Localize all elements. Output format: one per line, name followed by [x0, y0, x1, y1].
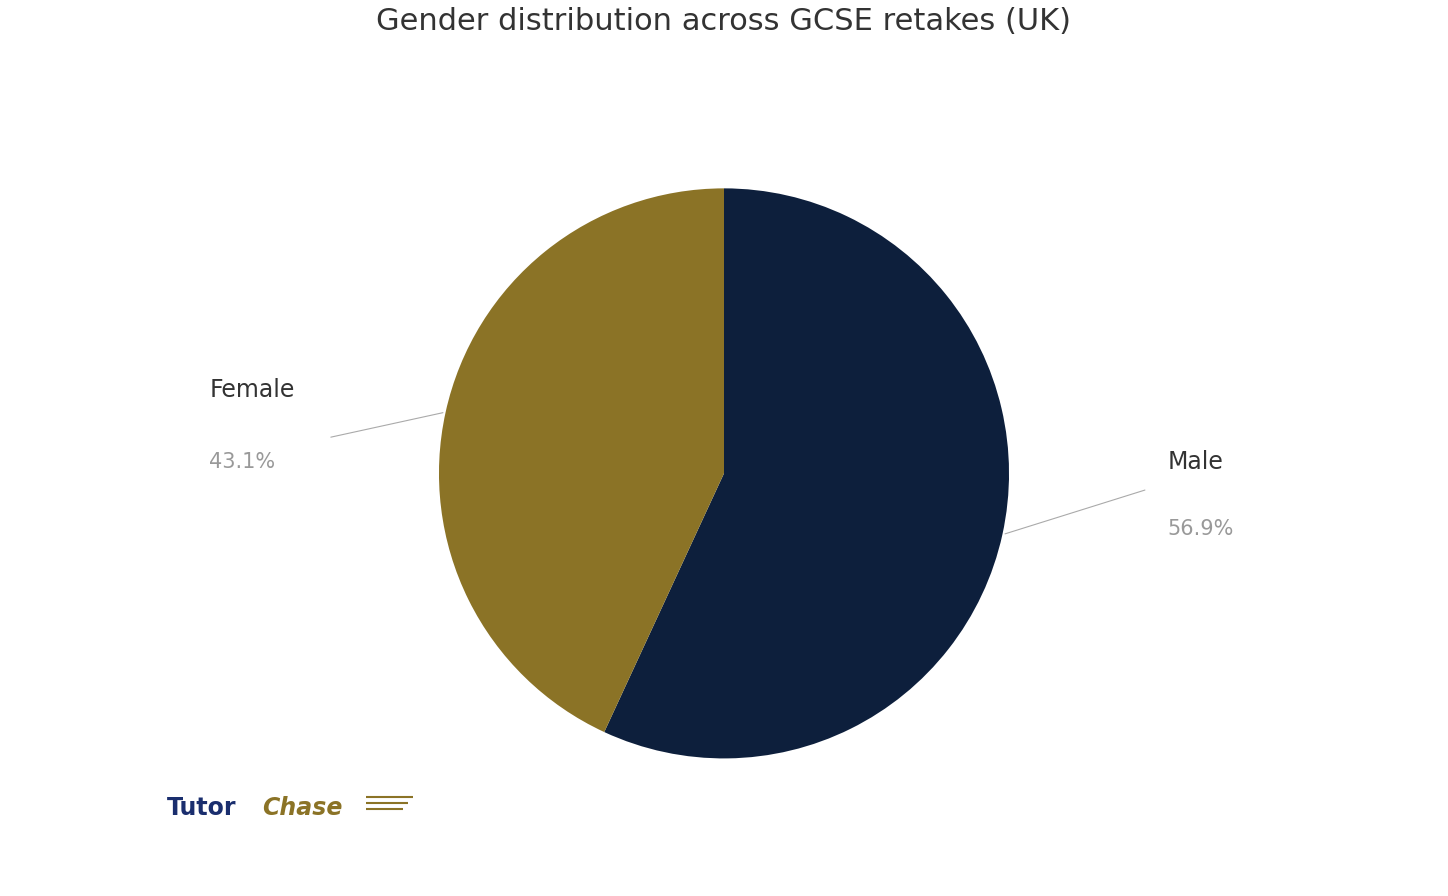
Wedge shape [439, 188, 724, 732]
Text: 56.9%: 56.9% [1167, 519, 1234, 538]
Text: Male: Male [1167, 450, 1224, 473]
Text: 43.1%: 43.1% [210, 452, 275, 471]
Text: Tutor: Tutor [167, 796, 236, 820]
Text: Chase: Chase [262, 796, 343, 820]
Wedge shape [604, 188, 1009, 758]
Title: Gender distribution across GCSE retakes (UK): Gender distribution across GCSE retakes … [376, 7, 1072, 36]
Text: Female: Female [210, 378, 295, 402]
